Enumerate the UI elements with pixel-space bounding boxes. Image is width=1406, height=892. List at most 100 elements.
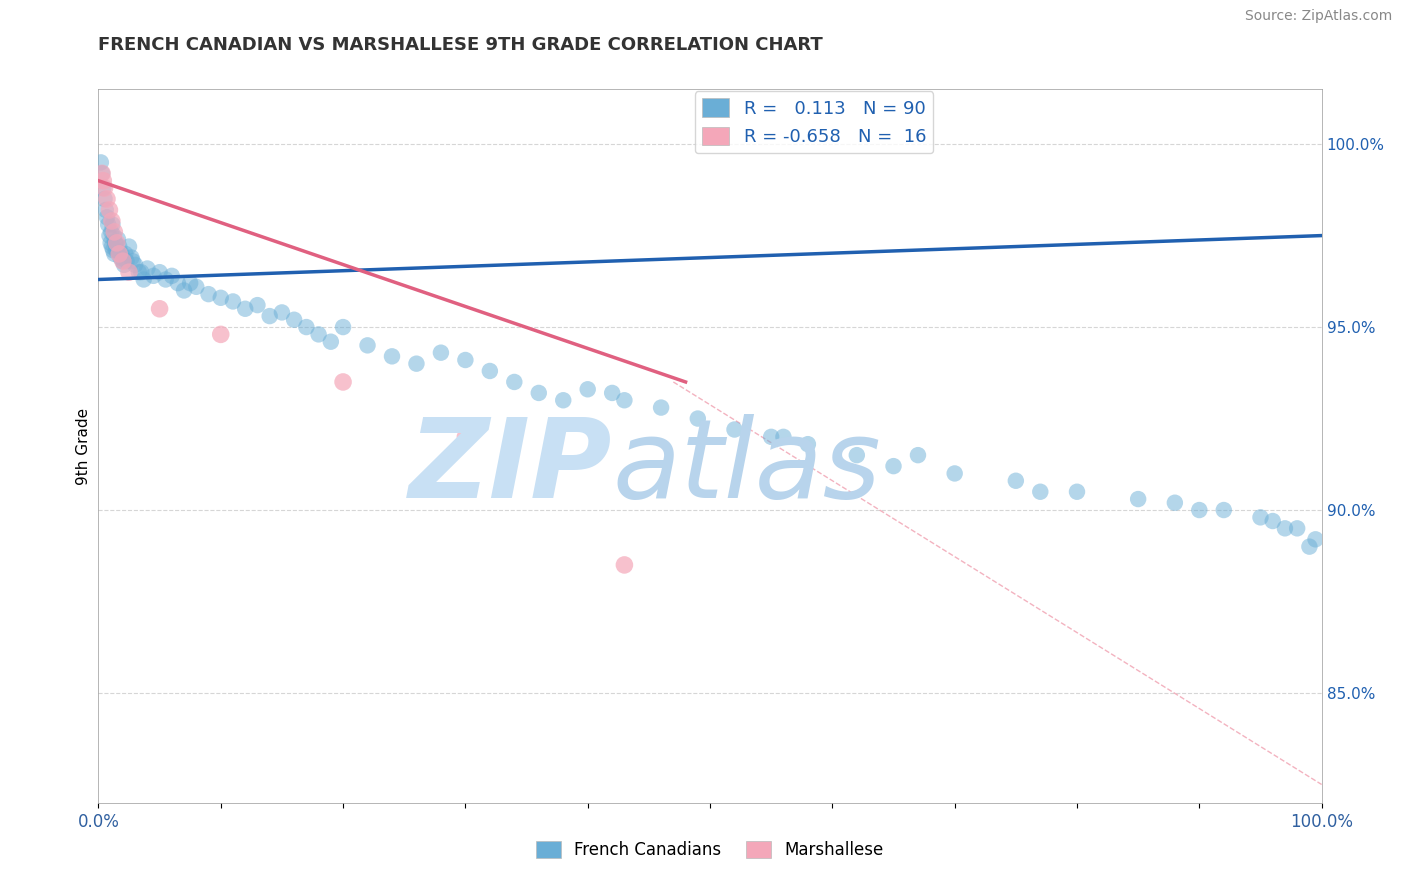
Point xyxy=(222,294,245,309)
Point xyxy=(103,228,125,243)
Point xyxy=(105,235,128,250)
Point xyxy=(1188,503,1211,517)
Point xyxy=(1261,514,1284,528)
Point xyxy=(128,265,150,279)
Point xyxy=(94,202,117,217)
Point xyxy=(613,393,636,408)
Point xyxy=(332,320,354,334)
Point xyxy=(1286,521,1309,535)
Point xyxy=(120,251,142,265)
Point xyxy=(1212,503,1234,517)
Point xyxy=(650,401,672,415)
Point xyxy=(186,280,208,294)
Point xyxy=(105,244,128,258)
Point xyxy=(124,258,146,272)
Point xyxy=(430,345,453,359)
Point xyxy=(118,265,141,279)
Point xyxy=(772,430,794,444)
Point xyxy=(149,301,172,316)
Point xyxy=(167,276,190,290)
Point xyxy=(576,382,599,396)
Point xyxy=(107,232,129,246)
Point xyxy=(97,218,120,232)
Point xyxy=(93,181,115,195)
Point xyxy=(114,247,136,261)
Point xyxy=(270,305,294,319)
Point xyxy=(110,251,132,265)
Point xyxy=(797,437,820,451)
Point xyxy=(1298,540,1320,554)
Text: ZIP: ZIP xyxy=(409,414,612,521)
Point xyxy=(111,254,134,268)
Point xyxy=(98,202,121,217)
Point xyxy=(121,254,143,268)
Point xyxy=(93,192,115,206)
Point xyxy=(142,268,165,283)
Point xyxy=(209,291,232,305)
Point xyxy=(845,448,868,462)
Point xyxy=(197,287,219,301)
Point xyxy=(108,247,131,261)
Point xyxy=(1066,484,1088,499)
Text: FRENCH CANADIAN VS MARSHALLESE 9TH GRADE CORRELATION CHART: FRENCH CANADIAN VS MARSHALLESE 9TH GRADE… xyxy=(98,36,823,54)
Point xyxy=(943,467,966,481)
Point xyxy=(454,430,477,444)
Point xyxy=(100,235,122,250)
Point xyxy=(101,239,124,253)
Point xyxy=(108,239,131,253)
Point xyxy=(356,338,378,352)
Text: Source: ZipAtlas.com: Source: ZipAtlas.com xyxy=(1244,9,1392,23)
Point xyxy=(96,192,118,206)
Point xyxy=(111,254,134,268)
Point xyxy=(91,181,114,195)
Point xyxy=(1250,510,1272,524)
Y-axis label: 9th Grade: 9th Grade xyxy=(76,408,91,484)
Point xyxy=(283,312,305,326)
Point xyxy=(527,386,550,401)
Point xyxy=(1274,521,1296,535)
Point xyxy=(136,261,159,276)
Point xyxy=(115,254,138,268)
Point xyxy=(179,276,201,290)
Point xyxy=(308,327,330,342)
Point xyxy=(132,272,155,286)
Point xyxy=(883,459,905,474)
Point xyxy=(98,228,121,243)
Point xyxy=(405,357,427,371)
Point xyxy=(103,225,125,239)
Point xyxy=(100,225,122,239)
Point xyxy=(129,265,152,279)
Point xyxy=(1128,491,1150,506)
Point xyxy=(91,174,114,188)
Point xyxy=(91,166,114,180)
Point xyxy=(761,430,783,444)
Point xyxy=(104,235,127,250)
Point xyxy=(454,353,477,368)
Point xyxy=(723,423,745,437)
Point xyxy=(332,375,354,389)
Point xyxy=(173,284,195,298)
Point xyxy=(118,239,141,253)
Legend: French Canadians, Marshallese: French Canadians, Marshallese xyxy=(529,834,891,866)
Point xyxy=(600,386,623,401)
Point xyxy=(686,411,709,425)
Point xyxy=(259,309,281,323)
Point xyxy=(155,272,177,286)
Point xyxy=(295,320,318,334)
Point xyxy=(101,218,124,232)
Point xyxy=(105,244,128,258)
Point xyxy=(91,166,114,180)
Point xyxy=(96,211,118,225)
Point xyxy=(101,214,124,228)
Point xyxy=(1305,533,1327,547)
Point xyxy=(907,448,929,462)
Text: atlas: atlas xyxy=(612,414,880,521)
Point xyxy=(101,244,124,258)
Point xyxy=(90,155,112,169)
Point xyxy=(160,268,183,283)
Point xyxy=(1004,474,1026,488)
Point xyxy=(1029,484,1052,499)
Point xyxy=(246,298,269,312)
Point xyxy=(553,393,575,408)
Point xyxy=(209,327,232,342)
